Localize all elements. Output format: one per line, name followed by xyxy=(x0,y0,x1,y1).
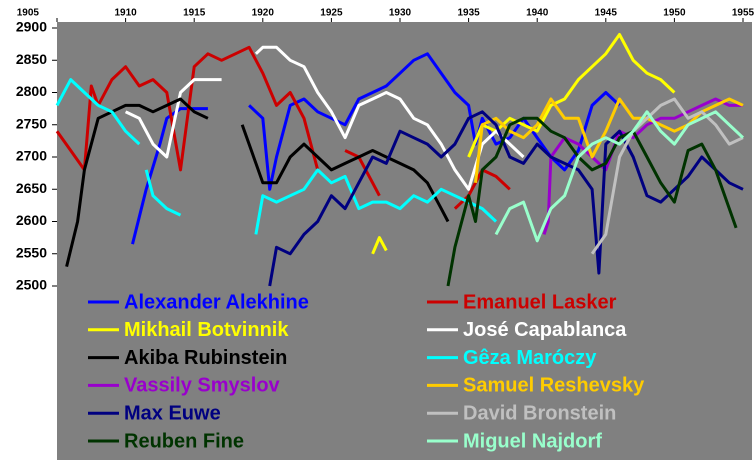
y-tick-label: 2650 xyxy=(16,180,47,196)
legend-label: Mikhail Botvinnik xyxy=(124,319,289,341)
legend-label: David Bronstein xyxy=(463,402,616,424)
legend-label: Emanuel Lasker xyxy=(463,291,617,313)
legend-label: Max Euwe xyxy=(124,402,221,424)
x-tick-label: 1925 xyxy=(320,8,343,19)
plot-background xyxy=(57,22,752,460)
x-tick-label: 1930 xyxy=(389,8,412,19)
x-tick-label: 1905 xyxy=(17,8,40,19)
legend-label: José Capablanca xyxy=(463,319,627,341)
series-line xyxy=(494,110,745,243)
x-tick-label: 1940 xyxy=(526,8,549,19)
x-tick-label: 1950 xyxy=(663,8,686,19)
legend-label: Gêza Maróczy xyxy=(463,347,597,369)
legend-label: Vassily Smyslov xyxy=(124,375,281,397)
series-line xyxy=(65,97,450,267)
legend-label: Miguel Najdorf xyxy=(463,430,602,452)
legend-label: Akiba Rubinstein xyxy=(124,347,287,369)
legend-label: Alexander Alekhine xyxy=(124,291,309,313)
x-tick-label: 1935 xyxy=(457,8,480,19)
y-tick-label: 2550 xyxy=(16,244,47,260)
series-line xyxy=(268,110,744,287)
x-tick-label: 1910 xyxy=(114,8,137,19)
y-tick-label: 2900 xyxy=(16,19,47,35)
y-tick-label: 2850 xyxy=(16,51,47,67)
series-line xyxy=(55,78,498,235)
y-tick-label: 2500 xyxy=(16,277,47,293)
legend-label: Reuben Fine xyxy=(124,430,244,452)
x-tick-label: 1945 xyxy=(595,8,618,19)
series-line xyxy=(590,97,744,255)
series-line xyxy=(542,97,743,235)
y-tick-label: 2750 xyxy=(16,115,47,131)
y-tick-label: 2600 xyxy=(16,212,47,228)
x-tick-label: 1915 xyxy=(183,8,206,19)
x-tick-label: 1920 xyxy=(252,8,275,19)
series-line xyxy=(446,116,738,287)
y-tick-label: 2700 xyxy=(16,148,47,164)
x-tick-label: 1955 xyxy=(732,8,755,19)
y-tick-label: 2800 xyxy=(16,83,47,99)
series-line xyxy=(474,97,744,183)
legend-label: Samuel Reshevsky xyxy=(463,375,645,397)
